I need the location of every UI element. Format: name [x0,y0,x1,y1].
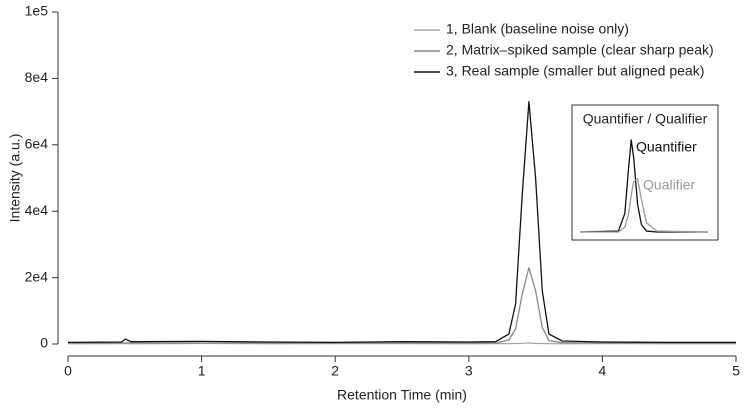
series-line [67,100,736,343]
x-tick-label: 4 [599,363,607,379]
y-axis-label: Intensity (a.u.) [7,134,23,223]
y-tick-label: 2e4 [25,268,49,284]
legend-label: 2, Matrix–spiked sample (clear sharp pea… [446,42,714,58]
legend-label: 1, Blank (baseline noise only) [446,21,629,37]
y-tick-label: 4e4 [25,202,49,218]
y-tick-label: 6e4 [25,136,49,152]
y-tick-label: 1e5 [25,3,49,19]
y-tick-label: 8e4 [25,69,49,85]
x-tick-label: 1 [198,363,206,379]
y-tick-label: 0 [40,335,48,351]
series-line [579,139,708,233]
series-line [68,266,736,344]
legend-label: 3, Real sample (smaller but aligned peak… [446,63,704,79]
x-tick-label: 2 [331,363,339,379]
inset-title: Quantifier / Qualifier [583,111,708,127]
inset-label: Qualifier [643,177,695,193]
x-axis-label: Retention Time (min) [337,387,467,403]
x-tick-label: 0 [64,363,72,379]
x-tick-label: 5 [732,363,740,379]
series-line [580,177,709,233]
inset-label: Quantifier [636,139,697,155]
x-tick-label: 3 [465,363,473,379]
